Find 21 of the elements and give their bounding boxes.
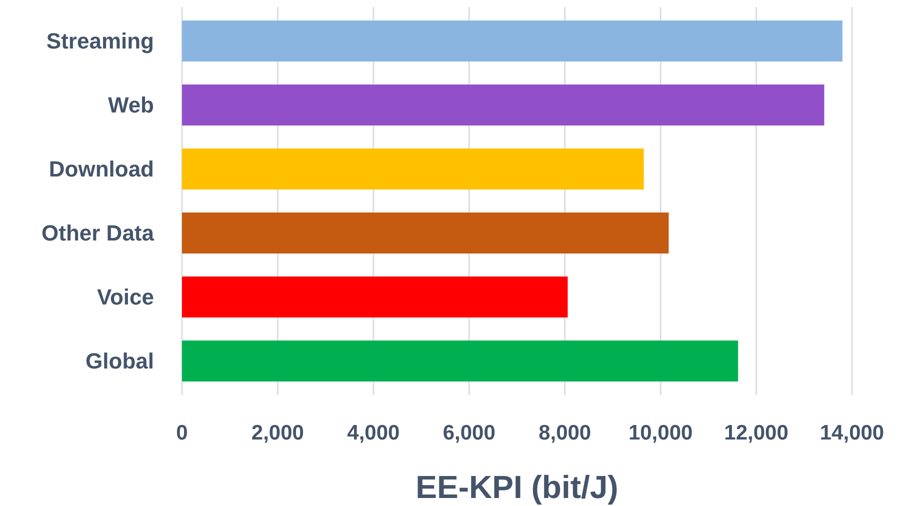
x-tick-label: 2,000	[251, 422, 304, 444]
bar	[182, 340, 738, 382]
x-tick-label: 8,000	[538, 422, 592, 444]
bar	[182, 84, 824, 126]
y-tick-label: Other Data	[42, 220, 155, 246]
y-tick-label: Streaming	[46, 28, 154, 54]
x-tick-label: 12,000	[724, 422, 788, 444]
x-tick-label: 6,000	[442, 422, 496, 444]
x-axis-title: EE-KPI (bit/J)	[416, 469, 618, 505]
y-tick-label: Web	[108, 92, 154, 118]
x-tick-label: 14,000	[820, 422, 884, 444]
y-tick-label: Global	[86, 348, 154, 374]
bar	[182, 276, 568, 318]
bar	[182, 20, 842, 62]
y-tick-label: Download	[48, 156, 154, 182]
x-tick-label: 0	[176, 422, 188, 444]
x-tick-label: 4,000	[347, 422, 400, 444]
y-tick-label: Voice	[96, 284, 154, 310]
x-tick-label: 10,000	[628, 422, 693, 444]
bar	[182, 212, 669, 254]
bar	[182, 148, 644, 190]
